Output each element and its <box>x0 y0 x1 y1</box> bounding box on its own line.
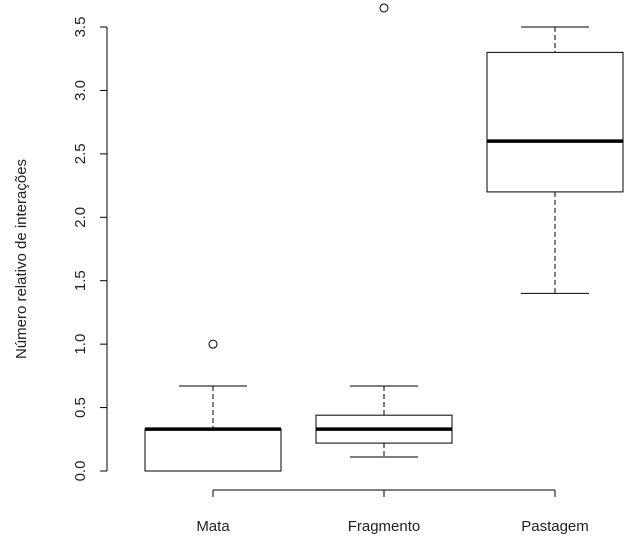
y-tick-label: 0.5 <box>72 397 89 418</box>
outlier-point <box>379 3 389 13</box>
box-group-fragmento <box>315 3 453 458</box>
outlier-point <box>208 339 218 349</box>
y-tick-label: 1.5 <box>72 270 89 291</box>
box-group-pastagem <box>486 26 624 294</box>
box-iqr <box>144 428 282 472</box>
box-group-mata <box>144 339 282 472</box>
x-axis-ticks: Mata Fragmento Pastagem <box>196 490 589 535</box>
y-tick-label: 2.0 <box>72 207 89 228</box>
x-tick-label: Mata <box>196 518 230 535</box>
y-axis-label: Número relativo de interações <box>13 159 30 359</box>
x-tick-label: Pastagem <box>521 518 589 535</box>
y-tick-label: 0.0 <box>72 461 89 482</box>
y-axis-ticks: 0.0 0.5 1.0 1.5 2.0 2.5 3.0 3.5 <box>72 17 107 482</box>
y-tick-label: 3.5 <box>72 17 89 38</box>
box-iqr <box>486 51 624 193</box>
y-tick-label: 2.5 <box>72 143 89 164</box>
y-tick-label: 3.0 <box>72 80 89 101</box>
x-tick-label: Fragmento <box>348 518 421 535</box>
y-tick-label: 1.0 <box>72 334 89 355</box>
boxes <box>144 3 624 472</box>
